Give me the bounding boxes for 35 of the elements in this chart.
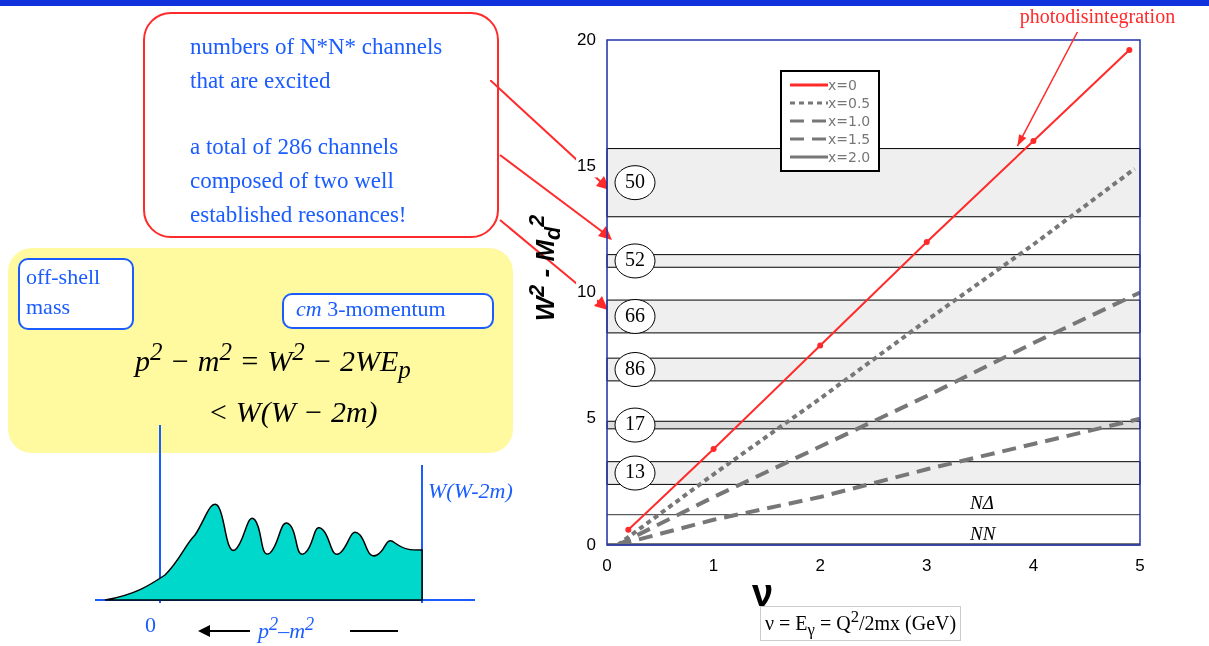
x-tick-label: 0 [602,555,612,575]
legend-label: x=0.5 [828,95,871,111]
legend-label: x=2.0 [828,149,871,165]
legend-label: x=0 [828,77,857,93]
ref-line-label: NN [969,522,997,544]
text: 0 [145,612,156,638]
legend-label: x=1.0 [828,113,871,129]
annotation: photodisintegration [1019,5,1176,29]
band-label: 50 [625,169,645,192]
x-tick-label: 1 [708,555,719,575]
x-tick-label: 3 [922,555,932,575]
y-tick-label: 20 [577,29,596,49]
y-tick-label: 0 [586,534,596,554]
band-label: 13 [625,460,645,483]
x-tick-label: 4 [1028,555,1039,575]
x-tick-label: 5 [1135,555,1145,575]
text: cm 3-momentum [296,296,446,322]
band-label: 17 [625,412,645,435]
band-label: 66 [625,303,645,326]
band-label: 52 [625,248,645,271]
legend-label: x=1.5 [828,131,871,147]
text: numbers of N*N* channels that are excited [190,33,444,95]
text: off-shell mass [26,263,102,321]
y-tick-label: 15 [577,155,596,175]
text: W(W-2m) [428,478,513,504]
y-tick-label: 10 [577,282,596,302]
text: < W(W − 2m) [208,395,378,429]
x-axis-title: ν = E$_{γ}$ = Q$^{2}$/2mx (GeV) [760,606,962,641]
text: p$^{2}$ − m$^{2}$ = W$^{2}$ − 2WE$_{p}$ [135,338,411,384]
band-label: 86 [625,356,645,379]
ref-line-label: NΔ [969,492,994,514]
y-tick-label: 5 [586,408,596,428]
text: p$^{2}$–m$^{2}$ [258,614,315,645]
text: a total of 286 channels composed of two well established resonances! [190,133,408,229]
x-tick-label: 2 [815,555,825,575]
